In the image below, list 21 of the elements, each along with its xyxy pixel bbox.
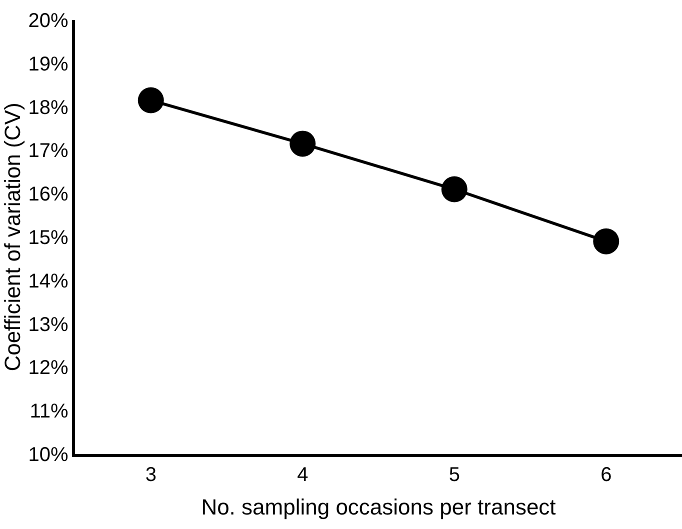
point bbox=[593, 228, 620, 254]
x-tick-label: 6 bbox=[600, 464, 612, 486]
point bbox=[138, 87, 164, 114]
y-tick-label: 18% bbox=[28, 96, 68, 119]
x-axis-title: No. sampling occasions per transect bbox=[201, 494, 556, 520]
y-tick-label: 15% bbox=[28, 227, 68, 249]
point bbox=[441, 176, 468, 202]
y-tick-label: 11% bbox=[30, 400, 68, 423]
y-axis-title: Coefficient of variation (CV) bbox=[0, 102, 25, 372]
y-tick-label: 19% bbox=[28, 53, 68, 76]
y-tick-label: 16% bbox=[28, 184, 68, 206]
x-tick-label: 4 bbox=[297, 464, 308, 486]
y-tick-label: 20% bbox=[28, 10, 68, 32]
x-tick-label: 5 bbox=[448, 464, 460, 486]
x-tick-label: 3 bbox=[145, 464, 156, 486]
point bbox=[290, 130, 316, 157]
y-tick-label: 13% bbox=[28, 314, 68, 336]
y-tick-label: 17% bbox=[28, 140, 68, 162]
y-tick-label: 10% bbox=[28, 444, 68, 466]
y-tick-label: 14% bbox=[28, 270, 68, 292]
y-tick-label: 12% bbox=[28, 357, 68, 380]
